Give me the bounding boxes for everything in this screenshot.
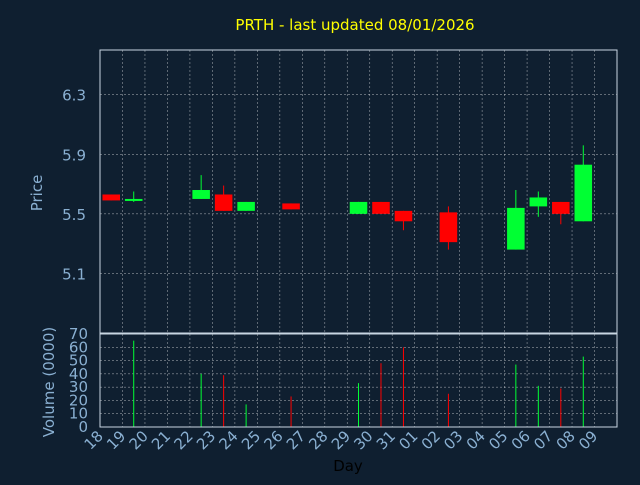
volume-tick-label: 40 bbox=[69, 365, 88, 383]
volume-tick-label: 50 bbox=[69, 352, 88, 370]
candle-body bbox=[237, 201, 255, 211]
candle bbox=[214, 185, 233, 211]
volume-axis-label: Volume (0000) bbox=[40, 327, 58, 437]
price-tick-label: 5.9 bbox=[62, 146, 86, 164]
candle bbox=[529, 191, 548, 217]
candle bbox=[372, 201, 390, 214]
price-tick-label: 5.5 bbox=[62, 206, 86, 224]
volume-bars bbox=[133, 340, 584, 427]
chart-title: PRTH - last updated 08/01/2026 bbox=[235, 16, 474, 34]
x-axis-label: Day bbox=[333, 457, 363, 475]
candle-body bbox=[349, 201, 368, 214]
candle bbox=[349, 201, 368, 214]
price-tick-label: 5.1 bbox=[62, 265, 86, 283]
candle bbox=[507, 190, 525, 250]
candle-body bbox=[507, 207, 525, 250]
volume-tick-label: 30 bbox=[69, 378, 88, 396]
candle-body bbox=[552, 201, 570, 214]
price-y-ticks: 5.1 5.5 5.9 6.3 bbox=[62, 87, 86, 284]
candle-body bbox=[529, 197, 548, 207]
price-panel-frame bbox=[99, 49, 618, 334]
volume-tick-label: 70 bbox=[69, 325, 88, 343]
candle bbox=[439, 206, 458, 250]
candle-body bbox=[214, 194, 233, 211]
candle-body bbox=[394, 210, 413, 222]
panel-frames bbox=[99, 49, 618, 428]
candle bbox=[574, 145, 593, 222]
volume-tick-label: 60 bbox=[69, 338, 88, 356]
candle bbox=[124, 191, 143, 202]
candle bbox=[282, 203, 300, 210]
candle bbox=[192, 175, 210, 199]
volume-tick-label: 20 bbox=[69, 391, 88, 409]
candle-body bbox=[439, 212, 458, 243]
candle-body bbox=[372, 201, 390, 214]
candle-body bbox=[192, 190, 210, 199]
volume-tick-label: 10 bbox=[69, 405, 88, 423]
candle bbox=[552, 201, 570, 225]
candle-body bbox=[574, 164, 593, 222]
price-tick-label: 6.3 bbox=[62, 87, 86, 105]
price-grid bbox=[100, 50, 617, 333]
candle-body bbox=[124, 198, 143, 201]
volume-panel-frame bbox=[99, 333, 618, 428]
candle bbox=[102, 194, 121, 201]
volume-tick-label: 0 bbox=[78, 418, 88, 436]
candle bbox=[394, 210, 413, 231]
x-tick-labels: 1819202122232425262728293031010203040506… bbox=[81, 427, 602, 453]
x-tick-label: 09 bbox=[575, 427, 601, 453]
candle-body bbox=[282, 203, 300, 210]
candles bbox=[102, 145, 593, 250]
candle-body bbox=[102, 194, 121, 201]
price-axis-label: Price bbox=[28, 175, 46, 212]
candle bbox=[237, 201, 255, 211]
volume-grid bbox=[100, 334, 617, 427]
